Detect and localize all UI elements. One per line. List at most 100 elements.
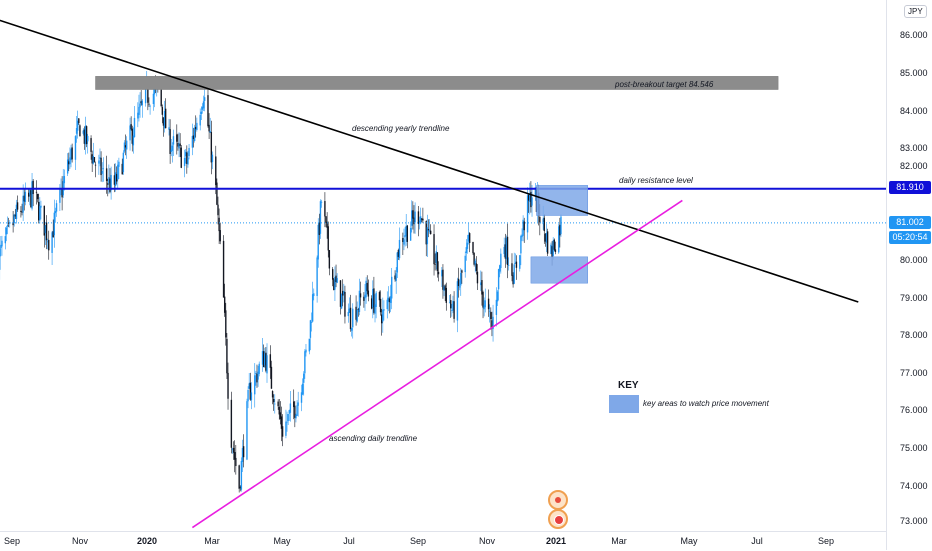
y-tick-label: 80.000 <box>900 255 928 265</box>
key-swatch <box>609 395 639 413</box>
candle-body <box>184 158 185 166</box>
time-axis[interactable]: Sep Nov 2020 Mar May Jul Sep Nov 2021 Ma… <box>0 531 886 551</box>
currency-label[interactable]: JPY <box>904 5 927 18</box>
candle-body <box>516 262 517 268</box>
candle-body <box>547 231 548 253</box>
event-badge-icon[interactable] <box>548 490 568 510</box>
candle-body <box>75 136 76 160</box>
candle-body <box>215 156 216 185</box>
candle-body <box>511 263 512 276</box>
candle-body <box>459 286 460 287</box>
candle-body <box>138 107 139 115</box>
y-tick-label: 82.000 <box>900 161 928 171</box>
candle-body <box>94 157 95 162</box>
candle-body <box>531 197 532 205</box>
candle-body <box>233 448 234 453</box>
x-tick-label: Nov <box>72 536 88 546</box>
candle-body <box>282 426 283 436</box>
candle-body <box>5 236 6 243</box>
y-tick-label: 75.000 <box>900 443 928 453</box>
y-tick-label: 85.000 <box>900 68 928 78</box>
candle-body <box>305 350 306 353</box>
candle-body <box>467 243 468 249</box>
key-label: key areas to watch price movement <box>643 399 769 408</box>
candle-body <box>352 309 353 328</box>
candle-body <box>498 269 499 289</box>
candle-body <box>243 446 244 457</box>
candle-body <box>208 125 209 132</box>
candle-body <box>285 422 286 436</box>
flag-badge-inner-icon <box>554 515 564 525</box>
y-tick-label: 83.000 <box>900 143 928 153</box>
price-axis[interactable]: JPY 86.000 85.000 84.000 83.000 82.000 8… <box>886 0 932 550</box>
candle-body <box>341 294 342 309</box>
candle-body <box>241 461 242 490</box>
y-tick-label: 74.000 <box>900 481 928 491</box>
candle-body <box>320 201 321 234</box>
candle-body <box>350 308 351 329</box>
candle-body <box>217 205 218 216</box>
candle-body <box>287 414 288 421</box>
candle-body <box>437 252 438 271</box>
candle-body <box>12 223 13 225</box>
candle-body <box>226 339 227 373</box>
candle-body <box>270 354 271 368</box>
candle-body <box>457 281 458 320</box>
candle-body <box>527 195 528 232</box>
candle-body <box>496 300 497 315</box>
candle-body <box>246 401 247 459</box>
candle-body <box>126 141 127 150</box>
x-tick-label: 2020 <box>137 536 157 546</box>
candle-body <box>290 404 291 413</box>
candle-body <box>311 322 312 323</box>
candle-body <box>187 158 188 165</box>
candle-body <box>332 269 333 280</box>
candle-body <box>176 134 177 141</box>
candle-body <box>414 212 415 223</box>
candle-body <box>325 216 326 223</box>
plot-area[interactable]: post-breakout target 84.546 descending y… <box>0 0 886 531</box>
x-tick-label: Mar <box>204 536 220 546</box>
candle-body <box>375 293 376 307</box>
candle-body <box>458 279 459 286</box>
x-tick-label: Sep <box>410 536 426 546</box>
candle-body <box>356 310 357 322</box>
resistance-price-tag: 81.910 <box>889 181 931 194</box>
candle-body <box>274 404 275 405</box>
flag-badge-icon[interactable] <box>548 509 568 529</box>
candlestick-chart[interactable] <box>0 0 886 531</box>
candle-body <box>450 300 451 308</box>
candle-body <box>395 273 396 281</box>
candle-body <box>321 202 322 203</box>
candle-body <box>106 168 107 181</box>
candle-body <box>153 94 154 104</box>
candle-body <box>40 206 41 208</box>
candle-body <box>524 221 525 230</box>
candle-body <box>382 310 383 322</box>
candle-body <box>312 294 313 321</box>
countdown-tag: 05:20:54 <box>889 231 931 244</box>
candle-body <box>367 283 368 291</box>
candle-body <box>507 237 508 265</box>
candle-body <box>59 189 60 203</box>
candle-body <box>302 384 303 395</box>
candle-body <box>259 364 260 374</box>
candle-body <box>310 320 311 338</box>
candle-body <box>56 203 57 211</box>
candle-body <box>460 273 461 286</box>
candle-body <box>32 181 33 194</box>
descending-trendline <box>0 20 858 302</box>
candle-body <box>117 165 118 180</box>
candle-body <box>368 291 369 297</box>
key-title: KEY <box>618 380 639 391</box>
candle-body <box>266 355 267 373</box>
candle-body <box>48 240 49 250</box>
candle-body <box>309 339 310 352</box>
candle-body <box>188 148 189 156</box>
candle-body <box>433 234 434 264</box>
candle-body <box>148 104 149 105</box>
candle-body <box>446 288 447 303</box>
candle-body <box>422 219 423 221</box>
candle-body <box>149 106 150 107</box>
